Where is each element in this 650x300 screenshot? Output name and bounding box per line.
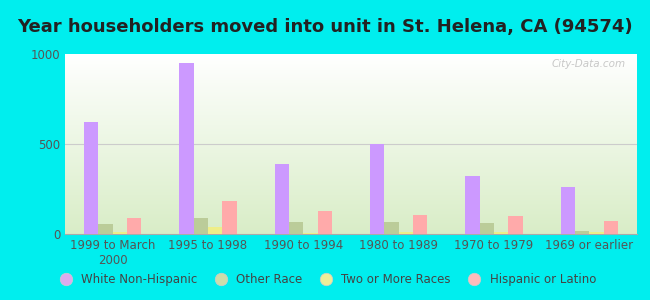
Bar xyxy=(208,227,222,234)
Bar xyxy=(304,233,318,234)
Bar xyxy=(275,164,289,234)
Text: City-Data.com: City-Data.com xyxy=(551,59,625,69)
Bar xyxy=(289,222,304,234)
Bar xyxy=(561,187,575,234)
Bar xyxy=(465,176,480,234)
Bar xyxy=(494,232,508,234)
Bar xyxy=(398,232,413,234)
Bar xyxy=(318,211,332,234)
Bar xyxy=(508,216,523,234)
Bar xyxy=(370,144,384,234)
Bar xyxy=(575,231,590,234)
Bar xyxy=(590,232,604,234)
Bar xyxy=(413,215,427,234)
Bar xyxy=(384,222,398,234)
Bar xyxy=(480,223,494,234)
Bar xyxy=(194,218,208,234)
Bar xyxy=(127,218,141,234)
Bar xyxy=(222,201,237,234)
Bar xyxy=(179,63,194,234)
Bar xyxy=(98,224,112,234)
Text: Year householders moved into unit in St. Helena, CA (94574): Year householders moved into unit in St.… xyxy=(17,18,633,36)
Legend: White Non-Hispanic, Other Race, Two or More Races, Hispanic or Latino: White Non-Hispanic, Other Race, Two or M… xyxy=(49,269,601,291)
Bar xyxy=(604,221,618,234)
Bar xyxy=(84,122,98,234)
Bar xyxy=(112,232,127,234)
